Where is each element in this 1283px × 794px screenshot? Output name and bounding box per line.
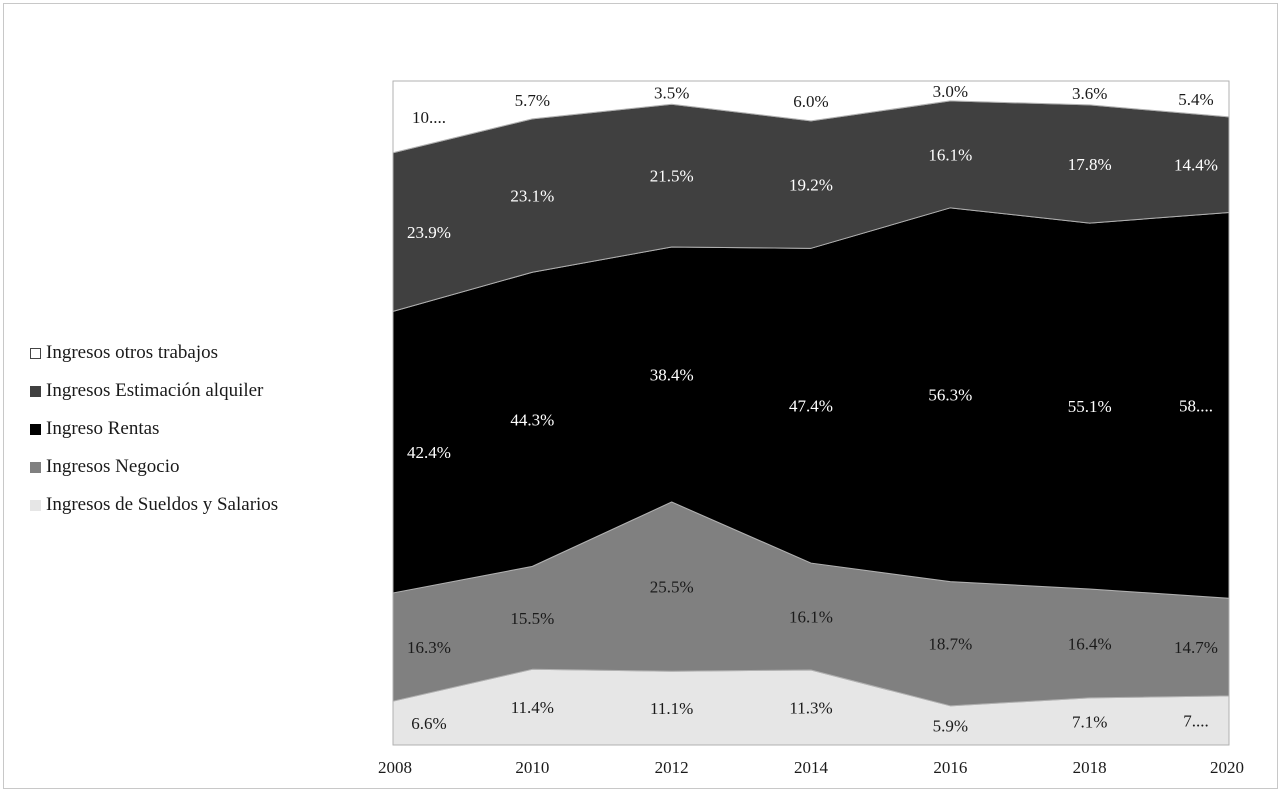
data-label: 58.... (1179, 396, 1213, 415)
legend-swatch-icon (30, 461, 41, 473)
legend-swatch-icon (30, 499, 41, 511)
legend-swatch-icon (30, 385, 41, 397)
data-label: 23.9% (407, 223, 451, 242)
data-label: 44.3% (510, 410, 554, 429)
legend-item: Ingresos Negocio (30, 448, 278, 486)
data-label: 56.3% (928, 386, 972, 405)
data-label: 14.4% (1174, 156, 1218, 175)
data-label: 19.2% (789, 176, 833, 195)
data-label: 17.8% (1068, 155, 1112, 174)
data-label: 3.0% (933, 82, 968, 101)
data-labels-group: 6.6% 11.4% 11.1% 11.3% 5.9% 7.1% 7.... 16.3% 15.… (407, 82, 1218, 735)
x-axis-ticks: 2008 2010 2012 2014 2016 2018 2020 (378, 758, 1244, 777)
data-label: 16.1% (789, 608, 833, 627)
data-label: 6.0% (793, 92, 828, 111)
legend-label: Ingresos Negocio (46, 456, 180, 477)
data-label: 11.3% (789, 698, 832, 717)
x-tick-label: 2014 (794, 758, 829, 777)
data-label: 38.4% (650, 365, 694, 384)
data-label: 21.5% (650, 167, 694, 186)
x-tick-label: 2012 (655, 758, 689, 777)
legend-swatch-icon (30, 423, 41, 435)
data-label: 16.1% (928, 145, 972, 164)
data-label: 47.4% (789, 397, 833, 416)
legend-item: Ingresos otros trabajos (30, 334, 278, 372)
data-label: 15.5% (510, 609, 554, 628)
data-label: 14.7% (1174, 638, 1218, 657)
x-tick-label: 2008 (378, 758, 412, 777)
x-tick-label: 2018 (1073, 758, 1107, 777)
x-tick-label: 2020 (1210, 758, 1244, 777)
data-label: 3.6% (1072, 84, 1107, 103)
legend: Ingresos otros trabajos Ingresos Estimac… (30, 334, 278, 524)
data-label: 3.5% (654, 84, 689, 103)
legend-label: Ingresos de Sueldos y Salarios (46, 494, 279, 515)
x-tick-label: 2016 (933, 758, 967, 777)
data-label: 55.1% (1068, 397, 1112, 416)
legend-item: Ingresos Estimación alquiler (30, 372, 278, 410)
area-series-group (392, 80, 1230, 746)
legend-label: Ingreso Rentas (46, 418, 160, 439)
data-label: 7.1% (1072, 712, 1107, 731)
data-label: 23.1% (510, 187, 554, 206)
data-label: 7.... (1183, 711, 1209, 730)
data-label: 16.4% (1068, 634, 1112, 653)
area-series-5 (392, 80, 1230, 154)
legend-label: Ingresos Estimación alquiler (46, 380, 264, 401)
legend-item: Ingreso Rentas (30, 410, 278, 448)
data-label: 16.3% (407, 638, 451, 657)
data-label: 5.9% (933, 716, 968, 735)
data-label: 11.1% (650, 699, 693, 718)
legend-item: Ingresos de Sueldos y Salarios (30, 486, 278, 524)
data-label: 5.4% (1178, 90, 1213, 109)
data-label: 42.4% (407, 443, 451, 462)
data-label: 11.4% (511, 698, 554, 717)
data-label: 5.7% (515, 91, 550, 110)
data-label: 25.5% (650, 578, 694, 597)
data-label: 10.... (412, 108, 446, 127)
data-label: 18.7% (928, 635, 972, 654)
legend-swatch-icon (30, 347, 41, 359)
x-tick-label: 2010 (515, 758, 549, 777)
legend-label: Ingresos otros trabajos (46, 342, 219, 363)
data-label: 6.6% (411, 714, 446, 733)
